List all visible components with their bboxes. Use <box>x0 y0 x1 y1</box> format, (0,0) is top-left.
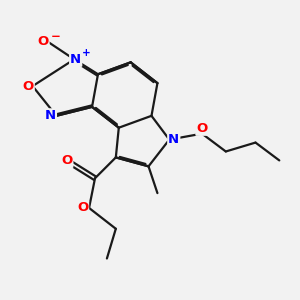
Text: N: N <box>70 53 81 66</box>
Text: N: N <box>168 133 179 146</box>
Text: O: O <box>22 80 34 93</box>
Text: O: O <box>196 122 208 135</box>
Text: O: O <box>77 202 88 214</box>
Text: O: O <box>61 154 72 167</box>
Text: N: N <box>45 109 56 122</box>
Text: −: − <box>51 30 61 43</box>
Text: +: + <box>82 48 91 59</box>
Text: O: O <box>38 35 49 48</box>
